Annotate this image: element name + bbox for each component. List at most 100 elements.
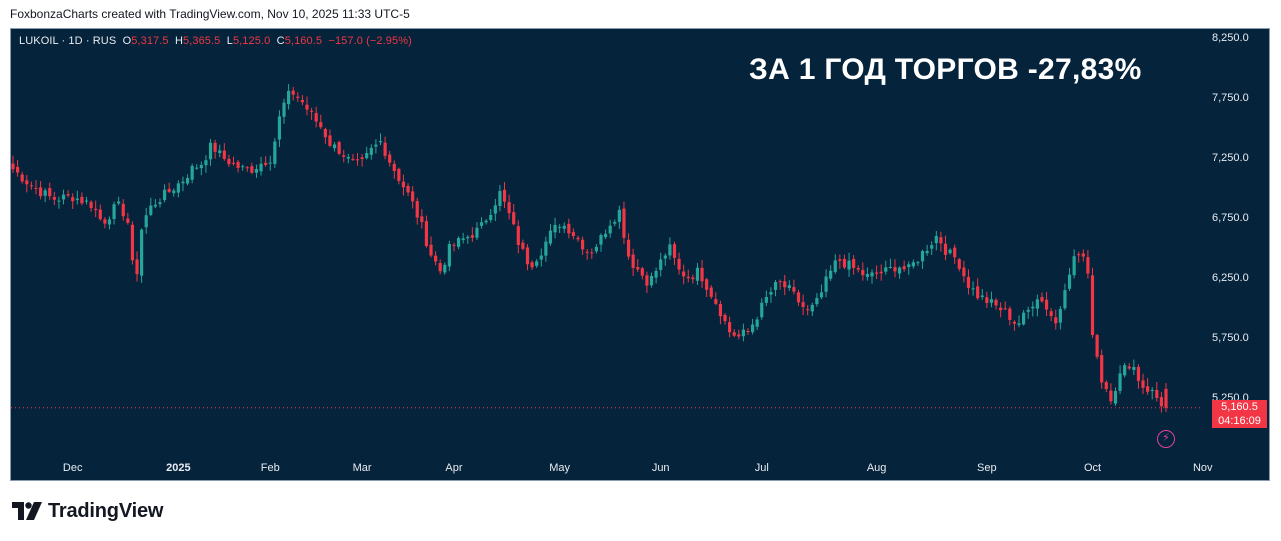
candle-body	[190, 165, 194, 180]
candle	[943, 235, 948, 261]
candle	[383, 136, 387, 160]
candle	[268, 155, 272, 171]
candle-body	[245, 167, 249, 169]
candle	[976, 278, 980, 301]
candle	[695, 263, 700, 285]
candle	[57, 196, 61, 209]
candle	[525, 244, 530, 271]
price-chart[interactable]: 8,250.0 7,750.0 7,250.0 6,750.0 6,250.0 5,750…	[11, 29, 1269, 480]
candle	[1077, 251, 1081, 263]
candle	[861, 262, 865, 281]
candle-body	[861, 269, 865, 276]
candle-body	[700, 267, 704, 282]
candle-body	[916, 262, 920, 264]
candle-body	[158, 202, 162, 205]
candle-body	[121, 203, 125, 217]
candle-body	[709, 287, 713, 297]
candle	[1150, 387, 1154, 400]
candle-body	[360, 157, 364, 160]
candle	[714, 292, 718, 306]
candle-body	[1159, 397, 1164, 407]
candle	[1058, 306, 1062, 330]
open-value: 5,317.5	[131, 35, 169, 47]
candle	[52, 191, 56, 206]
candle-body	[581, 239, 585, 250]
candle-body	[1100, 355, 1104, 383]
candle-body	[365, 153, 369, 159]
candle-body	[897, 267, 902, 274]
candle	[199, 161, 203, 176]
candle-body	[1054, 317, 1058, 324]
candle-body	[1026, 309, 1030, 312]
candle	[48, 182, 52, 200]
candle	[323, 127, 327, 144]
candle-body	[227, 158, 231, 165]
candles	[11, 84, 1168, 413]
candle	[521, 239, 525, 251]
tradingview-brand[interactable]: TradingView	[12, 498, 163, 524]
candle-body	[856, 268, 860, 270]
y-tick-label: 6,750.0	[1212, 212, 1249, 224]
y-tick-label: 6,250.0	[1212, 272, 1249, 284]
candle	[1100, 349, 1104, 389]
candle	[300, 94, 304, 106]
candle	[241, 164, 245, 171]
candle	[231, 156, 236, 166]
candle-body	[181, 181, 185, 184]
candle	[222, 143, 226, 161]
candle-body	[663, 255, 667, 259]
candle	[1155, 381, 1159, 402]
candle	[920, 249, 925, 269]
low-label: L	[226, 35, 233, 47]
symbol-label[interactable]: LUKOIL · 1D · RUS	[19, 35, 117, 47]
candle	[953, 244, 957, 264]
candle-body	[1021, 312, 1026, 325]
candle-body	[94, 208, 98, 211]
lightning-icon[interactable]: ⚡	[1157, 430, 1175, 448]
candle	[126, 212, 130, 225]
candle-body	[558, 226, 562, 228]
candle	[38, 181, 43, 200]
candle	[888, 258, 892, 269]
candle	[585, 248, 589, 260]
candle-body	[755, 319, 759, 327]
candle	[948, 248, 952, 255]
candle	[475, 222, 479, 241]
candle	[456, 236, 461, 250]
candle-body	[470, 235, 474, 238]
candle	[741, 323, 745, 342]
candle	[718, 300, 723, 325]
chart-panel[interactable]: 8,250.0 7,750.0 7,250.0 6,750.0 6,250.0 5,750…	[10, 28, 1270, 481]
candle	[103, 217, 107, 229]
candle	[787, 280, 791, 291]
candle-body	[1104, 382, 1108, 390]
candle-body	[732, 332, 736, 336]
candle-body	[1132, 366, 1136, 370]
candle	[608, 219, 612, 238]
candle	[636, 259, 640, 272]
candle	[424, 215, 429, 248]
candle	[966, 269, 971, 295]
candle	[1086, 249, 1090, 279]
candle	[245, 166, 249, 172]
candle-body	[512, 212, 516, 225]
candle-body	[456, 238, 461, 247]
candle	[1113, 387, 1118, 406]
candle	[548, 224, 553, 246]
candle	[1031, 301, 1035, 317]
candle-body	[870, 272, 874, 277]
candle	[645, 271, 649, 294]
candle-body	[71, 197, 75, 202]
candle-body	[1077, 254, 1081, 256]
candle-body	[250, 166, 254, 173]
candle-body	[875, 272, 879, 274]
candle-body	[567, 223, 571, 234]
candle	[1141, 373, 1145, 395]
candle-body	[466, 236, 470, 239]
candle	[388, 150, 392, 167]
x-tick-label: Aug	[867, 462, 887, 474]
candle-body	[43, 190, 47, 196]
candle-body	[392, 163, 396, 171]
x-tick-label: Feb	[261, 462, 280, 474]
candle	[654, 267, 658, 284]
